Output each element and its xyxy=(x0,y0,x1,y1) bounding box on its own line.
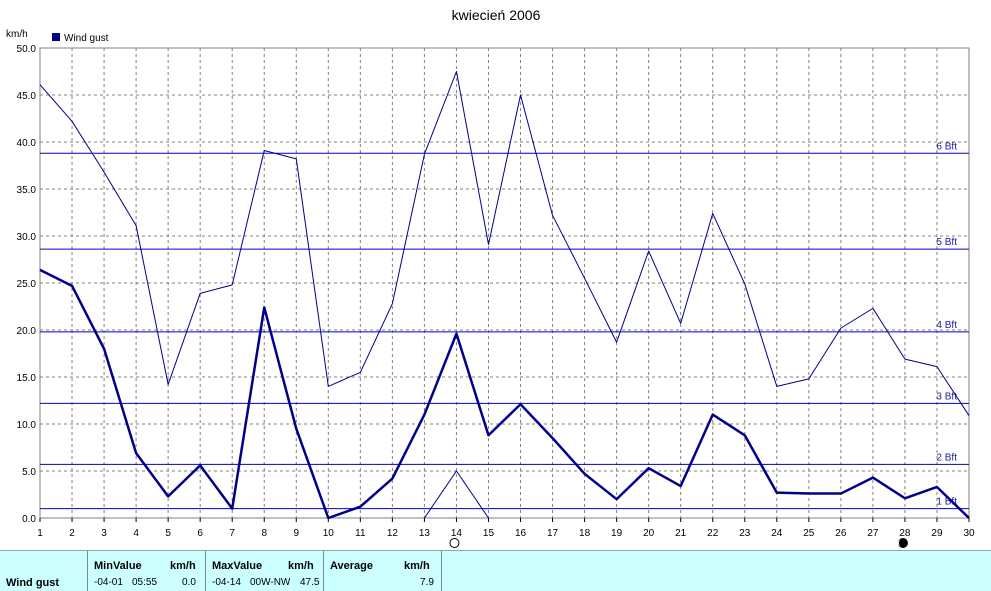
x-tick-label: 19 xyxy=(611,528,623,539)
y-tick-label: 30.0 xyxy=(17,232,37,243)
series-secondary-line xyxy=(39,71,970,416)
min-header: MinValue xyxy=(94,560,142,572)
average-unit: km/h xyxy=(404,560,430,572)
x-tick-label: 25 xyxy=(803,528,815,539)
y-tick-label: 50.0 xyxy=(17,44,37,55)
x-tick-label: 15 xyxy=(483,528,495,539)
moon-crescent-highlight xyxy=(897,539,902,547)
y-tick-label: 40.0 xyxy=(17,138,37,149)
stats-max-cell: MaxValue km/h -04-14 00W-NW 47.5 xyxy=(206,551,324,591)
y-tick-label: 15.0 xyxy=(17,373,37,384)
x-tick-label: 18 xyxy=(579,528,591,539)
y-tick-label: 35.0 xyxy=(17,185,37,196)
legend-swatch xyxy=(52,33,60,41)
x-tick-label: 7 xyxy=(229,528,235,539)
x-tick-label: 22 xyxy=(707,528,719,539)
bft-label: 5 Bft xyxy=(936,237,957,248)
stats-min-cell: MinValue km/h -04-01 05:55 0.0 xyxy=(88,551,206,591)
x-tick-label: 8 xyxy=(261,528,267,539)
bft-label: 1 Bft xyxy=(936,497,957,508)
statistics-panel: Wind gust MinValue km/h -04-01 05:55 0.0… xyxy=(0,550,991,591)
stats-series-label: Wind gust xyxy=(6,577,60,589)
x-tick-label: 1 xyxy=(37,528,43,539)
legend-label: Wind gust xyxy=(64,33,109,44)
beaufort-reference-lines: 1 Bft 2 Bft 3 Bft 4 Bft 5 Bft 6 Bft xyxy=(40,141,969,510)
series-lines xyxy=(39,71,970,520)
x-tick-label: 5 xyxy=(165,528,171,539)
y-tick-label: 20.0 xyxy=(17,326,37,337)
max-header: MaxValue xyxy=(212,560,263,572)
x-tick-label: 24 xyxy=(771,528,783,539)
x-tick-label: 20 xyxy=(643,528,655,539)
chart-title: kwiecień 2006 xyxy=(452,7,541,23)
max-unit: km/h xyxy=(288,560,314,572)
x-tick-label: 21 xyxy=(675,528,687,539)
y-tick-label: 0.0 xyxy=(22,514,36,525)
x-tick-label: 11 xyxy=(355,528,366,539)
y-tick-labels: 0.0 5.0 10.0 15.0 20.0 25.0 30.0 35.0 40.0 45.0 50… xyxy=(17,44,37,525)
y-axis-unit: km/h xyxy=(6,29,28,40)
y-tick-label: 45.0 xyxy=(17,91,37,102)
x-tick-label: 4 xyxy=(133,528,139,539)
x-tick-label: 14 xyxy=(451,528,463,539)
y-tick-label: 25.0 xyxy=(17,279,37,290)
x-tick-label: 23 xyxy=(739,528,751,539)
min-unit: km/h xyxy=(170,560,196,572)
moon-phase-markers xyxy=(449,538,908,548)
x-tick-label: 6 xyxy=(197,528,203,539)
x-tick-label: 28 xyxy=(899,528,911,539)
min-value: 0.0 xyxy=(182,577,196,588)
bft-label: 4 Bft xyxy=(936,320,957,331)
bft-label: 2 Bft xyxy=(936,452,957,463)
grid-lines xyxy=(39,47,970,519)
x-tick-label: 10 xyxy=(323,528,335,539)
x-tick-label: 2 xyxy=(69,528,75,539)
average-header: Average xyxy=(330,560,374,572)
series-small-line xyxy=(424,470,489,519)
x-tick-label: 16 xyxy=(515,528,527,539)
min-time: 05:55 xyxy=(132,577,158,588)
x-tick-labels: 1 2 3 4 5 6 7 8 9 10 11 12 13 14 15 16 17 18 19 20 21 22 23 24 2… xyxy=(37,518,975,539)
full-moon-icon xyxy=(449,538,460,548)
min-date: -04-01 xyxy=(94,577,123,588)
x-tick-label: 13 xyxy=(419,528,431,539)
x-tick-label: 30 xyxy=(963,528,975,539)
x-tick-label: 9 xyxy=(293,528,299,539)
x-tick-label: 3 xyxy=(101,528,107,539)
x-tick-label: 27 xyxy=(867,528,879,539)
series-wind-gust xyxy=(39,268,970,520)
max-date: -04-14 xyxy=(212,577,241,588)
x-tick-label: 17 xyxy=(547,528,559,539)
x-tick-label: 29 xyxy=(931,528,943,539)
wind-gust-chart: kwiecień 2006 km/h Wind gust 1 Bft 2 Bft 3… xyxy=(6,7,975,548)
average-value: 7.9 xyxy=(420,577,434,588)
new-moon-icon xyxy=(897,538,908,548)
bft-label: 6 Bft xyxy=(936,141,957,152)
bft-label: 3 Bft xyxy=(936,391,957,402)
max-value: 47.5 xyxy=(300,577,320,588)
y-tick-label: 10.0 xyxy=(17,420,37,431)
max-direction: 00W-NW xyxy=(250,577,291,588)
stats-series-cell: Wind gust xyxy=(0,551,88,591)
stats-average-cell: Average km/h 7.9 xyxy=(324,551,442,591)
x-tick-label: 26 xyxy=(835,528,847,539)
y-tick-label: 5.0 xyxy=(22,467,36,478)
x-tick-label: 12 xyxy=(387,528,399,539)
